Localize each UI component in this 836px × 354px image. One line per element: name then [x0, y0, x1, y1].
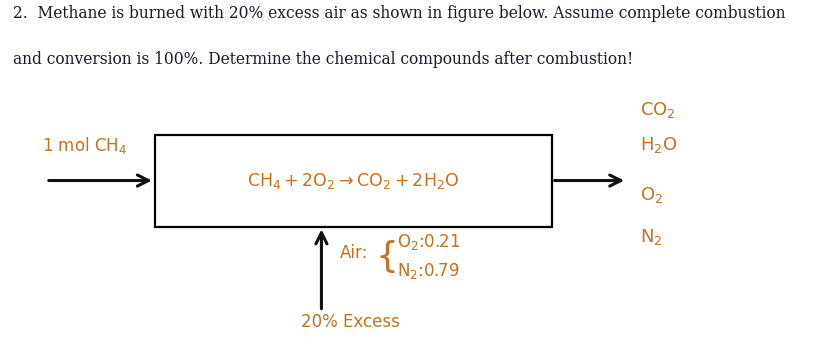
Text: $\mathregular{N_2}$: $\mathregular{N_2}$ — [640, 227, 662, 247]
Text: {: { — [375, 240, 399, 274]
Text: 2.  Methane is burned with 20% excess air as shown in figure below. Assume compl: 2. Methane is burned with 20% excess air… — [13, 5, 785, 22]
FancyBboxPatch shape — [155, 135, 552, 227]
Text: $\mathregular{O_2}$:0.21: $\mathregular{O_2}$:0.21 — [396, 233, 460, 252]
Text: Air:: Air: — [339, 244, 368, 262]
Text: 20% Excess: 20% Excess — [300, 313, 400, 331]
Text: $\mathregular{1\ mol\ CH_4}$: $\mathregular{1\ mol\ CH_4}$ — [42, 135, 127, 156]
Text: $\mathregular{CO_2}$: $\mathregular{CO_2}$ — [640, 100, 675, 120]
Text: $\mathregular{N_2}$:0.79: $\mathregular{N_2}$:0.79 — [396, 261, 459, 281]
Text: and conversion is 100%. Determine the chemical compounds after combustion!: and conversion is 100%. Determine the ch… — [13, 51, 633, 68]
Text: $\mathregular{CH_4 + 2O_2 \rightarrow CO_2 + 2H_2O}$: $\mathregular{CH_4 + 2O_2 \rightarrow CO… — [247, 171, 459, 190]
Text: $\mathregular{O_2}$: $\mathregular{O_2}$ — [640, 185, 663, 205]
Text: $\mathregular{H_2O}$: $\mathregular{H_2O}$ — [640, 135, 677, 155]
